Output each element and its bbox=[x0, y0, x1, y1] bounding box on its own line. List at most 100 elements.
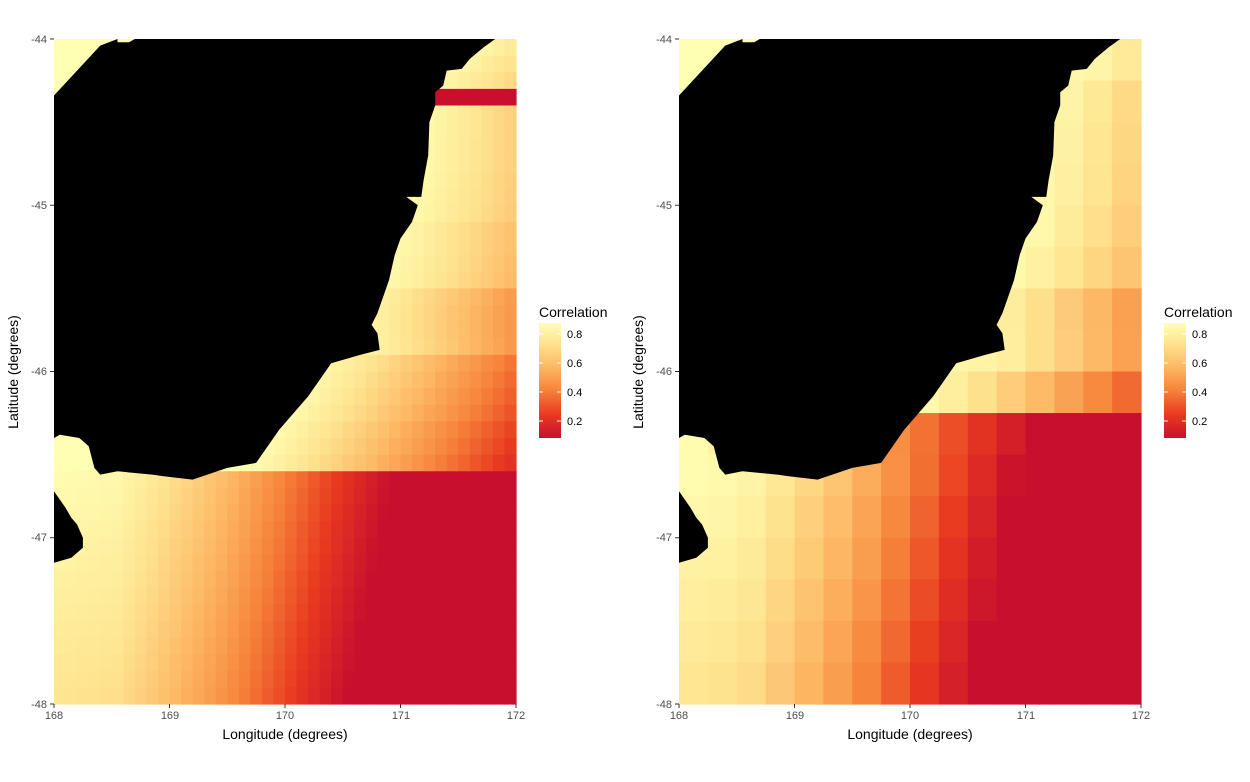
correlation-cell bbox=[65, 604, 78, 622]
correlation-cell bbox=[1112, 163, 1142, 206]
correlation-cell bbox=[77, 487, 90, 506]
correlation-cell bbox=[412, 620, 425, 639]
correlation-cell bbox=[157, 487, 171, 506]
legend-title: Correlation bbox=[539, 304, 607, 320]
correlation-cell bbox=[423, 288, 436, 306]
correlation-cell bbox=[342, 587, 355, 605]
correlation-cell bbox=[400, 587, 413, 605]
correlation-cell bbox=[365, 521, 378, 539]
correlation-cell bbox=[492, 670, 506, 688]
correlation-cell bbox=[354, 637, 367, 655]
correlation-cell bbox=[146, 537, 159, 555]
correlation-cell bbox=[423, 504, 436, 522]
correlation-cell bbox=[100, 521, 113, 539]
correlation-cell bbox=[273, 504, 286, 522]
correlation-cell bbox=[342, 537, 355, 555]
correlation-cell bbox=[736, 537, 767, 580]
correlation-cell bbox=[181, 537, 194, 555]
correlation-cell bbox=[458, 255, 471, 273]
correlation-cell bbox=[331, 454, 344, 472]
correlation-cell bbox=[319, 587, 332, 605]
correlation-cell bbox=[111, 504, 124, 522]
correlation-cell bbox=[1112, 329, 1142, 373]
correlation-cell bbox=[342, 454, 355, 472]
correlation-cell bbox=[204, 537, 217, 555]
correlation-cell bbox=[446, 122, 459, 140]
correlation-cell bbox=[111, 670, 124, 688]
correlation-cell bbox=[123, 537, 136, 555]
legend-tick-label: 0.8 bbox=[567, 329, 582, 341]
correlation-cell bbox=[54, 587, 67, 605]
correlation-cell bbox=[400, 305, 413, 323]
correlation-cell bbox=[504, 155, 517, 173]
correlation-cell bbox=[481, 687, 494, 705]
correlation-cell bbox=[504, 604, 517, 622]
correlation-cell bbox=[504, 438, 517, 456]
correlation-cell bbox=[458, 205, 471, 223]
correlation-cell bbox=[134, 637, 147, 655]
correlation-cell bbox=[111, 654, 124, 672]
correlation-cell bbox=[308, 521, 321, 539]
correlation-cell bbox=[423, 354, 436, 373]
correlation-cell bbox=[215, 537, 228, 555]
correlation-cell bbox=[435, 138, 448, 156]
correlation-cell bbox=[296, 654, 309, 672]
correlation-cell bbox=[1083, 329, 1113, 373]
correlation-cell bbox=[285, 604, 298, 622]
correlation-cell bbox=[1054, 122, 1084, 165]
correlation-cell bbox=[458, 354, 471, 373]
correlation-cell bbox=[910, 496, 940, 539]
correlation-cell bbox=[435, 105, 448, 123]
correlation-cell bbox=[388, 537, 402, 555]
correlation-cell bbox=[881, 579, 911, 622]
correlation-cell bbox=[1112, 620, 1142, 664]
correlation-cell bbox=[938, 620, 969, 664]
correlation-cell bbox=[1025, 288, 1055, 331]
correlation-cell bbox=[250, 654, 263, 672]
correlation-cell bbox=[308, 404, 321, 422]
correlation-cell bbox=[77, 554, 90, 572]
correlation-cell bbox=[319, 438, 332, 456]
correlation-cell bbox=[1112, 579, 1142, 622]
correlation-cell bbox=[146, 654, 159, 672]
correlation-cell bbox=[1054, 329, 1084, 373]
correlation-cell bbox=[365, 571, 378, 589]
correlation-cell bbox=[238, 654, 251, 672]
correlation-cell bbox=[169, 504, 182, 522]
correlation-cell bbox=[1083, 413, 1113, 456]
correlation-cell bbox=[54, 454, 67, 472]
y-tick-label: -47 bbox=[31, 532, 47, 544]
correlation-cell bbox=[423, 371, 436, 389]
correlation-cell bbox=[412, 288, 425, 306]
correlation-cell bbox=[765, 496, 796, 539]
correlation-cell bbox=[938, 579, 969, 622]
correlation-cell bbox=[238, 670, 251, 688]
correlation-cell bbox=[377, 654, 390, 672]
correlation-cell bbox=[227, 521, 240, 539]
correlation-cell bbox=[204, 670, 217, 688]
correlation-cell bbox=[1083, 662, 1113, 705]
correlation-cell bbox=[481, 404, 494, 422]
correlation-cell bbox=[423, 604, 436, 622]
correlation-cell bbox=[400, 687, 413, 705]
correlation-cell bbox=[123, 587, 136, 605]
correlation-cell bbox=[273, 554, 286, 572]
correlation-cell bbox=[469, 454, 482, 472]
correlation-cell bbox=[423, 338, 436, 356]
land-mask-right bbox=[679, 39, 1121, 563]
correlation-cell bbox=[481, 537, 494, 555]
y-tick-label: -44 bbox=[31, 34, 47, 46]
correlation-cell bbox=[285, 521, 298, 539]
correlation-cell bbox=[458, 687, 471, 705]
correlation-cell bbox=[204, 571, 217, 589]
correlation-cell bbox=[492, 338, 506, 356]
correlation-cell bbox=[88, 521, 101, 539]
correlation-cell bbox=[707, 496, 738, 539]
correlation-cell bbox=[134, 521, 147, 539]
correlation-cell bbox=[423, 454, 436, 472]
correlation-cell bbox=[261, 637, 275, 655]
correlation-cell bbox=[492, 205, 506, 223]
y-tick-label: -45 bbox=[31, 200, 47, 212]
correlation-cell bbox=[423, 637, 436, 655]
correlation-cell bbox=[446, 271, 459, 289]
